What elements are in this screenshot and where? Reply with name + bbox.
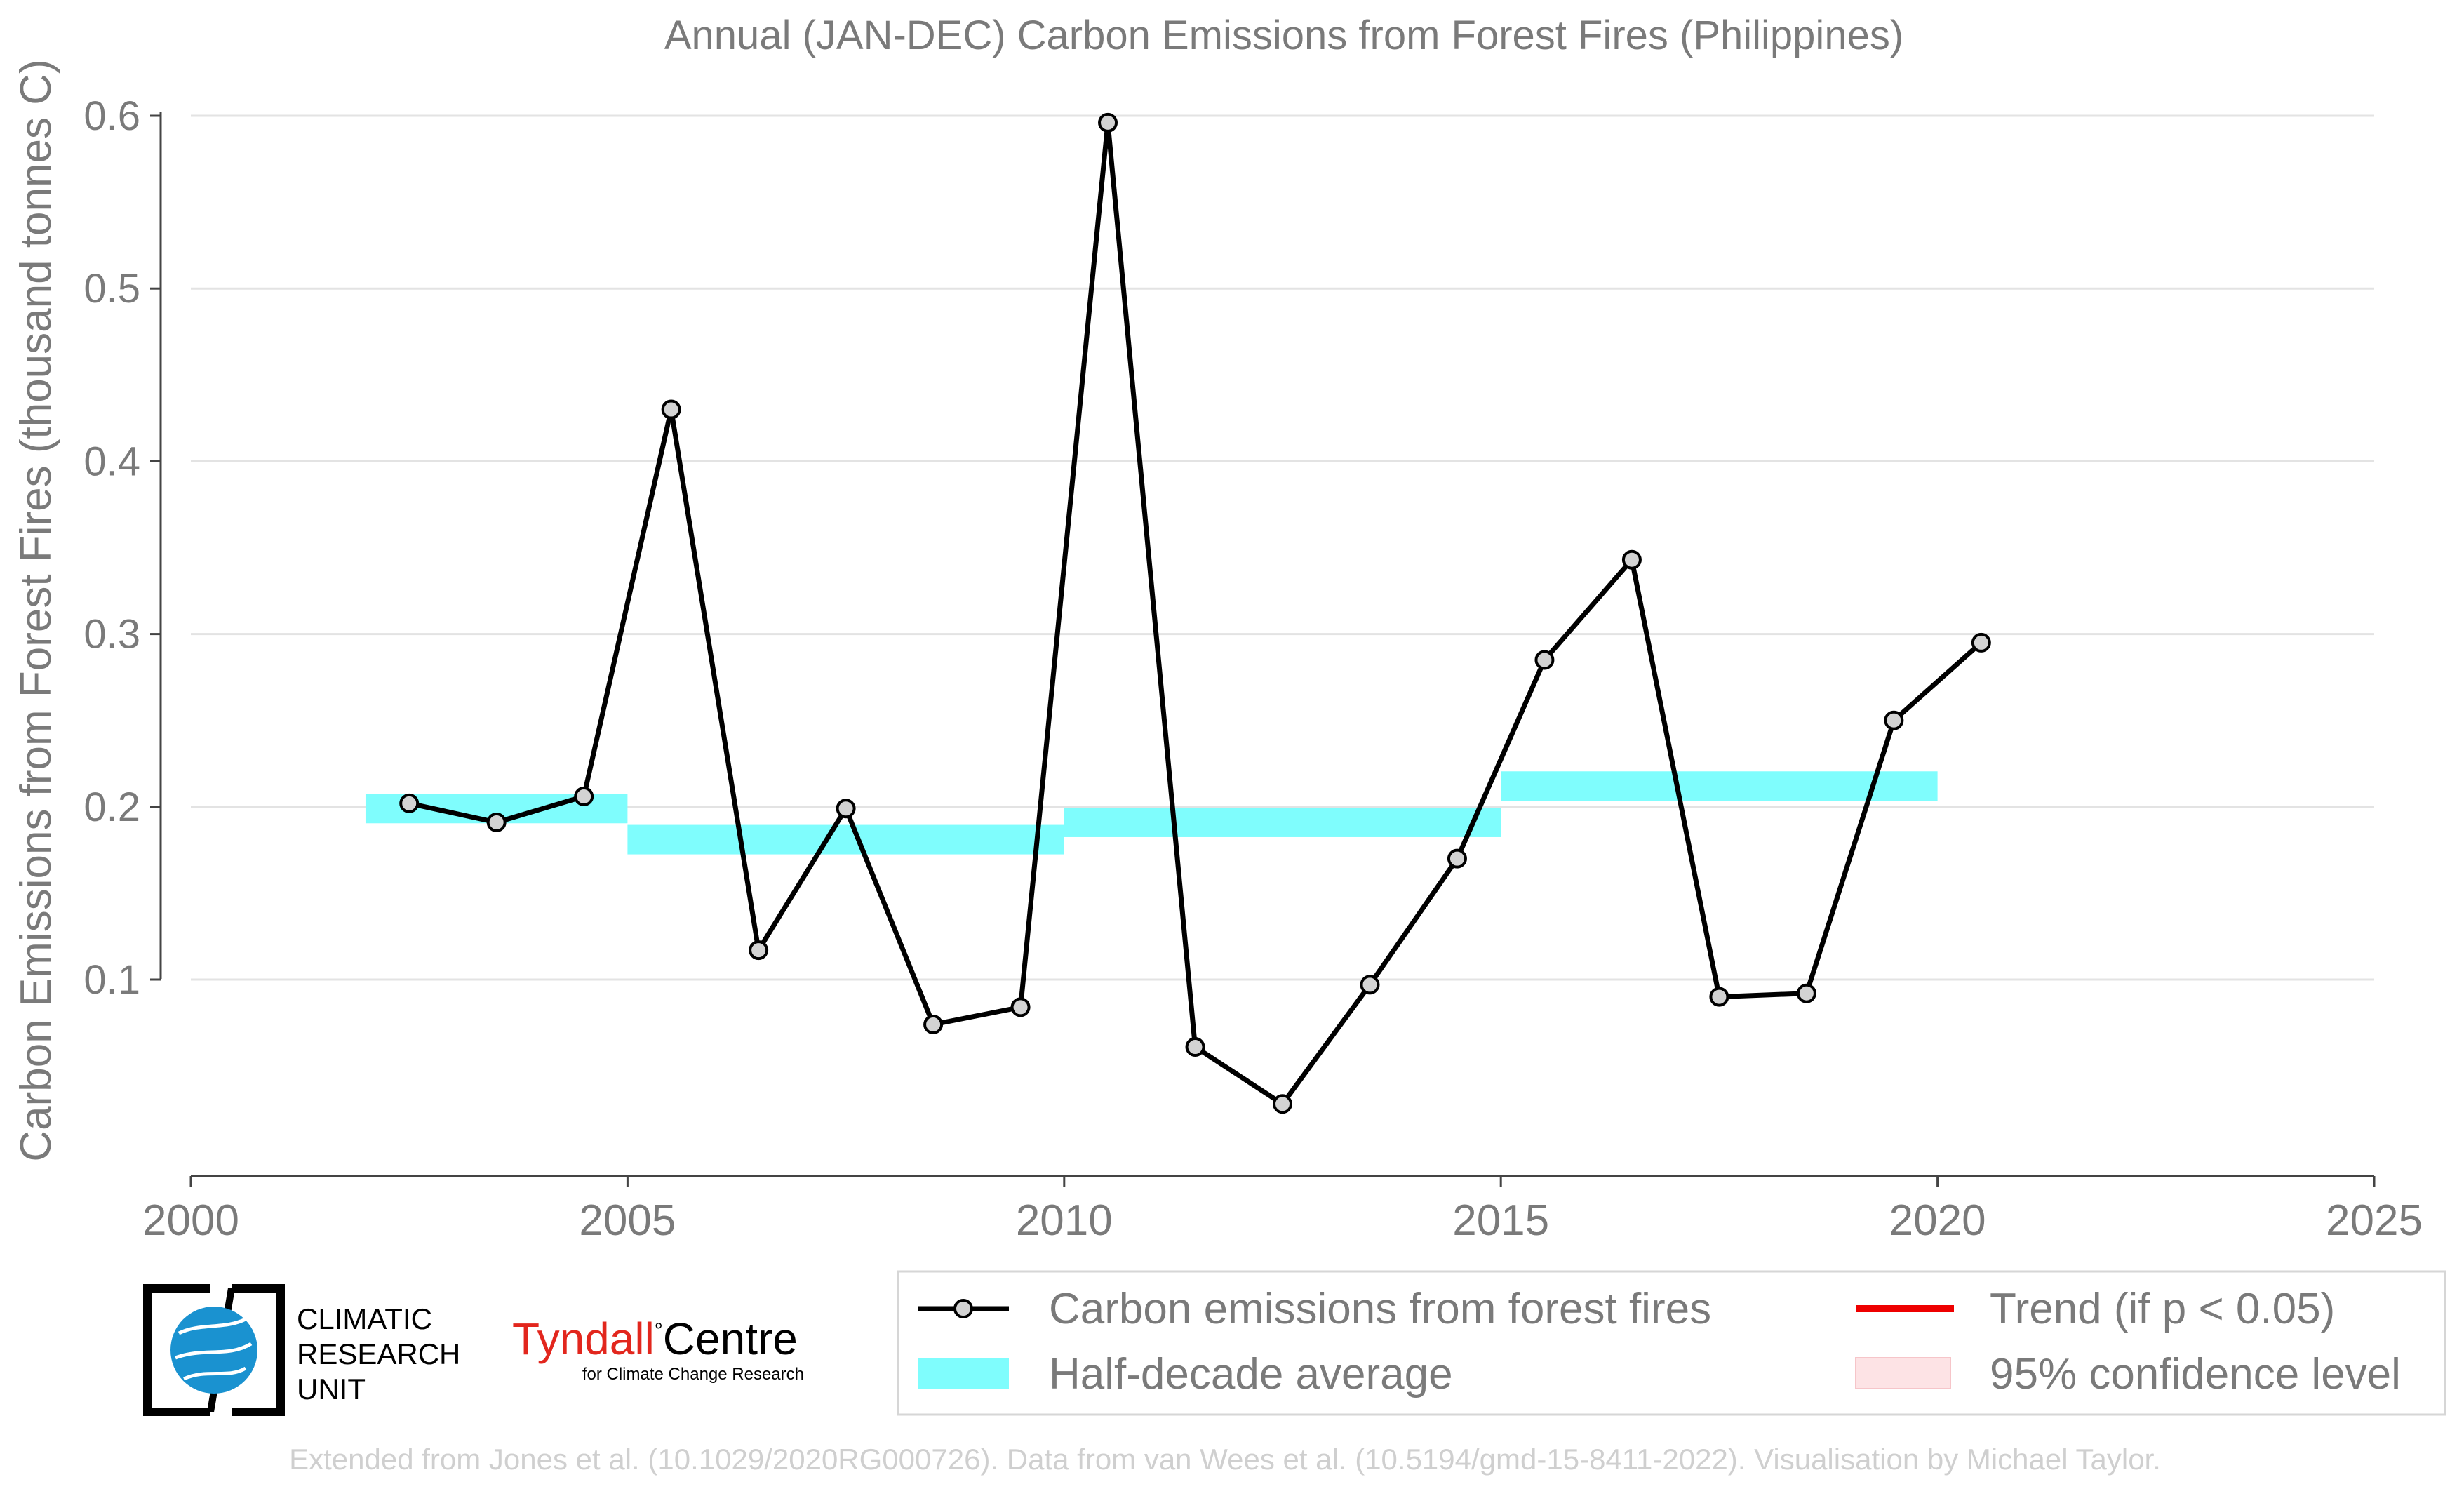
legend-label-average: Half-decade average	[1049, 1350, 1453, 1398]
legend-marker-series	[953, 1299, 973, 1318]
legend-box	[897, 1270, 2446, 1416]
data-point	[1273, 1094, 1292, 1114]
y-axis-ticks: 0.1 0.2 0.3 0.4 0.5 0.6	[83, 93, 161, 1003]
data-point	[574, 787, 594, 807]
x-tick-label: 2025	[2326, 1196, 2423, 1245]
half-decade-average-band	[1501, 771, 1938, 801]
half-decade-average-bands	[365, 771, 1938, 855]
data-point	[1621, 549, 1642, 570]
data-point	[836, 799, 856, 819]
legend-label-series: Carbon emissions from forest fires	[1049, 1285, 1711, 1333]
tyndall-logo-degree: °	[655, 1319, 663, 1342]
legend-swatch-confidence	[1855, 1357, 1951, 1389]
data-point	[923, 1015, 944, 1035]
y-axis-label: Carbon Emissions from Forest Fires (thou…	[12, 59, 60, 1161]
cru-logo-line-2: RESEARCH	[297, 1337, 460, 1370]
y-tick-label: 0.6	[83, 93, 140, 139]
data-point	[1796, 983, 1816, 1003]
x-tick-label: 2005	[579, 1196, 676, 1245]
data-point	[1360, 975, 1380, 995]
x-tick-label: 2020	[1889, 1196, 1986, 1245]
data-point	[1185, 1037, 1205, 1057]
credit-line: Extended from Jones et al. (10.1029/2020…	[289, 1443, 2161, 1476]
x-tick-label: 2000	[142, 1196, 239, 1245]
data-point	[1098, 112, 1118, 133]
data-point	[399, 793, 420, 813]
y-tick-label: 0.3	[83, 612, 140, 657]
x-axis-ticks: 2000 2005 2010 2015 2020 2025	[142, 1176, 2423, 1245]
legend-label-trend: Trend (if p < 0.05)	[1990, 1285, 2335, 1333]
data-point	[1971, 632, 1991, 653]
tyndall-logo-centre: Centre	[663, 1314, 798, 1364]
chart-title: Annual (JAN-DEC) Carbon Emissions from F…	[664, 13, 1903, 58]
cru-logo-line-3: UNIT	[297, 1373, 366, 1405]
data-point	[486, 812, 507, 832]
y-tick-label: 0.1	[83, 957, 140, 1003]
data-point	[1534, 650, 1555, 670]
legend: Carbon emissions from forest fires Half-…	[897, 1270, 2446, 1416]
legend-swatch-average	[918, 1358, 1009, 1389]
series-line-carbon-emissions	[408, 120, 1983, 1107]
tyndall-logo: Tyndall°Centre for Climate Change Resear…	[512, 1314, 804, 1384]
data-point	[749, 940, 769, 961]
x-tick-label: 2015	[1452, 1196, 1549, 1245]
gridlines	[191, 114, 2374, 981]
half-decade-average-band	[1064, 807, 1501, 837]
x-tick-label: 2010	[1016, 1196, 1113, 1245]
y-tick-label: 0.4	[83, 439, 140, 484]
data-point	[1447, 848, 1467, 869]
data-point	[1010, 997, 1031, 1017]
half-decade-average-band	[627, 824, 1064, 855]
globe-swirl	[175, 1317, 253, 1381]
cru-logo-frame	[143, 1284, 285, 1416]
data-point	[661, 399, 681, 420]
series-points	[399, 112, 1991, 1114]
y-tick-label: 0.5	[83, 266, 140, 312]
legend-label-confidence: 95% confidence level	[1990, 1350, 2401, 1398]
tyndall-logo-wordmark: Tyndall°Centre	[512, 1314, 798, 1364]
data-point	[1884, 710, 1904, 730]
data-point	[1709, 987, 1729, 1007]
tyndall-logo-name: Tyndall	[512, 1314, 655, 1364]
cru-logo: CLIMATIC RESEARCH UNIT	[143, 1284, 460, 1416]
cru-logo-line-1: CLIMATIC	[297, 1302, 432, 1335]
y-tick-label: 0.2	[83, 784, 140, 830]
tyndall-logo-subtitle: for Climate Change Research	[582, 1365, 804, 1384]
